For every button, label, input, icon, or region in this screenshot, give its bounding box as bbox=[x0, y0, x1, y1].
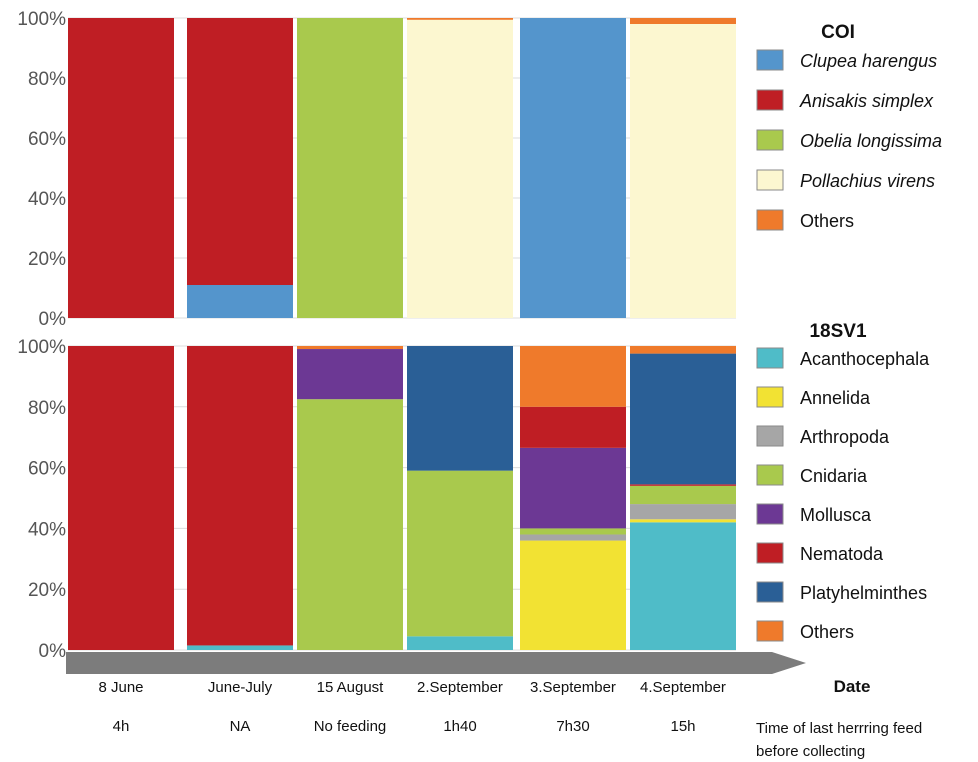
coi-y-axis-ticks: 0% 20% 40% 60% 80% 100% bbox=[17, 9, 66, 330]
18sv1-bar-4-september-arthropoda bbox=[630, 504, 736, 520]
coi-legend-swatch-pollachius-virens bbox=[756, 169, 784, 191]
18sv1-bar-4-september-annelida bbox=[630, 519, 736, 523]
x-axis-subtitle-line-2: before collecting bbox=[756, 743, 865, 760]
18sv1-legend-swatch-annelida bbox=[756, 386, 784, 408]
coi-bar-2-september-others bbox=[407, 18, 513, 20]
18sv1-bar-3-september-others bbox=[520, 346, 626, 407]
18sv1-bar-4-september-cnidaria bbox=[630, 485, 736, 505]
18sv1-panel: 0% 20% 40% 60% 80% 100% bbox=[17, 337, 736, 662]
coi-bar-3-september-clupea-harengus bbox=[520, 18, 626, 318]
18sv1-y-tick-label: 60% bbox=[28, 459, 66, 480]
18sv1-legend-label-others: Others bbox=[800, 622, 854, 642]
coi-bar-2-september-pollachius-virens bbox=[407, 19, 513, 319]
date-arrow bbox=[66, 652, 806, 674]
category-labels: 8 June June-July 15 August 2.September 3.Sep… bbox=[98, 679, 725, 696]
18sv1-legend-swatch-nematoda bbox=[756, 542, 784, 564]
coi-bar-15-august-obelia-longissima bbox=[297, 18, 403, 318]
coi-bar-june-july-anisakis-simplex bbox=[187, 18, 293, 285]
18sv1-bar-15-august-mollusca bbox=[297, 349, 403, 400]
x-category-label: 8 June bbox=[98, 679, 143, 696]
coi-y-tick-label: 100% bbox=[17, 9, 66, 30]
18sv1-legend-label-arthropoda: Arthropoda bbox=[800, 427, 890, 447]
18sv1-legend-label-annelida: Annelida bbox=[800, 388, 871, 408]
18sv1-bar-3-september-mollusca bbox=[520, 447, 626, 529]
18sv1-legend-swatch-mollusca bbox=[756, 503, 784, 525]
coi-legend-title: COI bbox=[821, 22, 855, 43]
coi-legend-swatch-obelia-longissima bbox=[756, 129, 784, 151]
x-category-label: 2.September bbox=[417, 679, 503, 696]
18sv1-bar-june-july-nematoda bbox=[187, 346, 293, 646]
coi-legend-label-pollachius-virens: Pollachius virens bbox=[800, 171, 935, 191]
coi-legend-swatch-clupea-harengus bbox=[756, 49, 784, 71]
x-feed-time-label: No feeding bbox=[314, 718, 387, 735]
coi-legend-label-others: Others bbox=[800, 211, 854, 231]
x-feed-time-label: NA bbox=[230, 718, 251, 735]
coi-bar-8-june-anisakis-simplex bbox=[68, 18, 174, 318]
coi-panel: 0% 20% 40% 60% 80% 100% bbox=[17, 9, 736, 330]
18sv1-legend-title: 18SV1 bbox=[809, 321, 866, 342]
18sv1-bar-june-july-acanthocephala bbox=[187, 645, 293, 650]
18sv1-legend-swatch-others bbox=[756, 620, 784, 642]
18sv1-bar-15-august-others bbox=[297, 346, 403, 350]
coi-legend-label-clupea-harengus: Clupea harengus bbox=[800, 51, 937, 71]
18sv1-y-tick-label: 80% bbox=[28, 398, 66, 419]
18sv1-legend-label-mollusca: Mollusca bbox=[800, 505, 872, 525]
18sv1-legend-swatch-acanthocephala bbox=[756, 347, 784, 369]
18sv1-legend-label-platyhelminthes: Platyhelminthes bbox=[800, 583, 927, 603]
18sv1-y-tick-label: 0% bbox=[39, 641, 67, 662]
18sv1-bar-15-august-cnidaria bbox=[297, 399, 403, 650]
18sv1-legend-swatch-arthropoda bbox=[756, 425, 784, 447]
18sv1-y-tick-label: 100% bbox=[17, 337, 66, 358]
coi-y-tick-label: 0% bbox=[39, 309, 67, 330]
18sv1-legend-swatch-cnidaria bbox=[756, 464, 784, 486]
18sv1-bar-4-september-platyhelminthes bbox=[630, 353, 736, 485]
coi-y-tick-label: 60% bbox=[28, 129, 66, 150]
coi-bar-4-september-others bbox=[630, 18, 736, 24]
18sv1-bar-3-september-arthropoda bbox=[520, 534, 626, 541]
18sv1-y-tick-label: 20% bbox=[28, 580, 66, 601]
coi-bar-june-july-clupea-harengus bbox=[187, 285, 293, 318]
18sv1-y-axis-ticks: 0% 20% 40% 60% 80% 100% bbox=[17, 337, 66, 662]
coi-y-tick-label: 40% bbox=[28, 189, 66, 210]
x-feed-time-label: 15h bbox=[670, 718, 695, 735]
18sv1-bars bbox=[68, 346, 736, 650]
x-feed-time-label: 1h40 bbox=[443, 718, 476, 735]
coi-legend-swatch-others bbox=[756, 209, 784, 231]
x-axis: 8 June June-July 15 August 2.September 3.Sep… bbox=[66, 652, 922, 760]
coi-legend-swatch-anisakis-simplex bbox=[756, 89, 784, 111]
coi-legend-label-anisakis-simplex: Anisakis simplex bbox=[799, 91, 934, 111]
coi-y-tick-label: 20% bbox=[28, 249, 66, 270]
18sv1-bar-8-june-nematoda bbox=[68, 346, 174, 650]
18sv1-legend-label-cnidaria: Cnidaria bbox=[800, 466, 868, 486]
coi-legend: COI Clupea harengus Anisakis simplex Obeli… bbox=[756, 22, 942, 231]
18sv1-bar-4-september-acanthocephala bbox=[630, 522, 736, 650]
x-axis-subtitle-line-1: Time of last herrring feed bbox=[756, 720, 922, 737]
18sv1-bar-2-september-cnidaria bbox=[407, 470, 513, 637]
x-feed-time-label: 7h30 bbox=[556, 718, 589, 735]
x-feed-time-label: 4h bbox=[113, 718, 130, 735]
x-category-label: 4.September bbox=[640, 679, 726, 696]
x-category-label: June-July bbox=[208, 679, 273, 696]
x-category-label: 3.September bbox=[530, 679, 616, 696]
coi-legend-label-obelia-longissima: Obelia longissima bbox=[800, 131, 942, 151]
coi-bars bbox=[68, 18, 736, 319]
x-axis-title: Date bbox=[834, 677, 871, 696]
18sv1-legend: 18SV1 Acanthocephala Annelida Arthropoda Cn… bbox=[756, 321, 930, 642]
coi-y-tick-label: 80% bbox=[28, 69, 66, 90]
18sv1-bar-3-september-annelida bbox=[520, 540, 626, 650]
18sv1-legend-label-acanthocephala: Acanthocephala bbox=[800, 349, 930, 369]
feed-time-labels: 4h NA No feeding 1h40 7h30 15h bbox=[113, 718, 696, 735]
18sv1-bar-4-september-others bbox=[630, 346, 736, 354]
18sv1-bar-3-september-cnidaria bbox=[520, 528, 626, 535]
18sv1-legend-swatch-platyhelminthes bbox=[756, 581, 784, 603]
18sv1-bar-3-september-nematoda bbox=[520, 406, 626, 448]
18sv1-bar-2-september-platyhelminthes bbox=[407, 346, 513, 471]
18sv1-bar-4-september-nematoda bbox=[630, 484, 736, 486]
coi-bar-4-september-pollachius-virens bbox=[630, 24, 736, 318]
18sv1-y-tick-label: 40% bbox=[28, 519, 66, 540]
x-category-label: 15 August bbox=[317, 679, 385, 696]
18sv1-legend-label-nematoda: Nematoda bbox=[800, 544, 884, 564]
18sv1-bar-2-september-acanthocephala bbox=[407, 636, 513, 650]
